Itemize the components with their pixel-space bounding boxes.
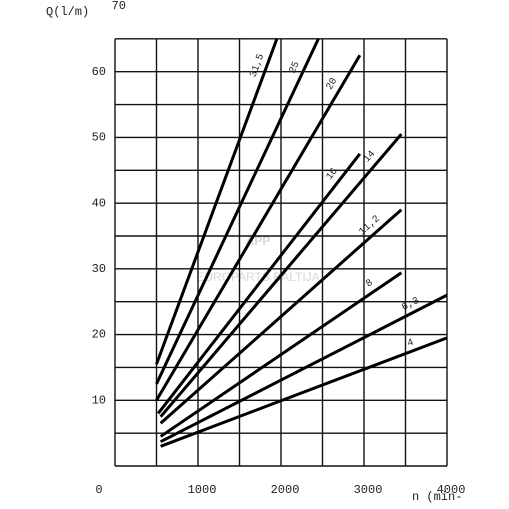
flow-line (159, 208, 403, 425)
flow-line (159, 271, 403, 438)
flow-line (155, 38, 279, 365)
y-tick-label: 50 (92, 131, 106, 145)
flow-line (156, 152, 362, 415)
flow-line (159, 293, 448, 444)
x-tick-label: 4000 (437, 483, 466, 497)
y-axis-label: Q(l/m) (46, 5, 89, 19)
flow-line (159, 133, 403, 418)
x-axis-label: n (min- (412, 490, 462, 504)
watermark: EUROPARTS BALTIJA (196, 270, 319, 284)
x-tick-label: 3000 (354, 483, 383, 497)
legend-label: 11,2 (357, 214, 382, 238)
y-tick-label: 20 (92, 328, 106, 342)
flow-line (155, 54, 362, 402)
legend-label: 25 (288, 60, 303, 76)
y-tick-label: 40 (92, 196, 106, 210)
x-tick-label: 0 (95, 483, 102, 497)
flow-line (160, 336, 448, 448)
legend-label: 4 (406, 338, 416, 350)
y-tick-label: 10 (92, 393, 106, 407)
x-tick-label: 1000 (188, 483, 217, 497)
legend-label: 8 (364, 278, 375, 290)
y-tick-label: 70 (112, 0, 126, 13)
x-tick-label: 2000 (271, 483, 300, 497)
y-tick-label: 60 (92, 65, 106, 79)
legend-label: 20 (325, 76, 341, 92)
flow-line (155, 38, 320, 385)
y-tick-label: 30 (92, 262, 106, 276)
